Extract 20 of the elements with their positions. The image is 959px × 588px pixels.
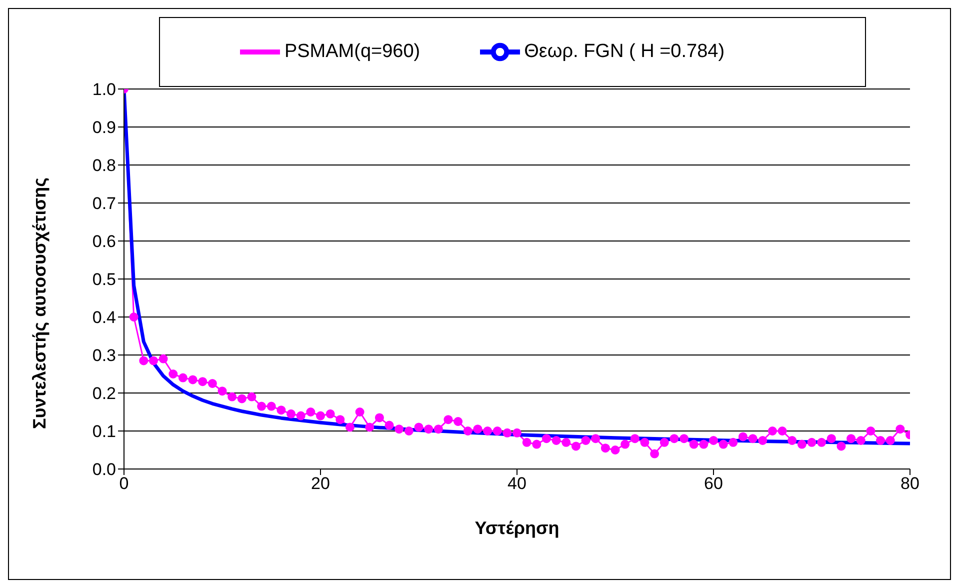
y-tick-label: 1.0 [92,80,116,100]
x-axis-title: Υστέρηση [474,518,560,538]
legend-label: PSMAM(q=960) [284,41,420,62]
y-tick-label: 0.4 [92,308,116,328]
y-tick-label: 0.2 [92,384,116,404]
y-tick-label: 0.1 [92,422,116,442]
x-tick-label: 20 [311,474,330,494]
y-tick-label: 0.3 [92,346,116,366]
y-tick-label: 0.6 [92,232,116,252]
x-tick-label: 60 [704,474,723,494]
y-tick-label: 0.9 [92,118,116,138]
y-tick-label: 0.0 [92,460,116,480]
y-tick-label: 0.7 [92,194,116,214]
x-tick-label: 80 [900,474,920,494]
y-axis-title: Συντελεστής αυτοσυσχέτισης [29,178,50,429]
x-tick-label: 0 [119,474,129,494]
x-tick-label: 40 [508,474,526,494]
y-tick-label: 0.8 [92,156,116,176]
legend-label: Θεωρ. FGN ( H =0.784) [524,41,725,62]
y-tick-label: 0.5 [92,270,116,290]
